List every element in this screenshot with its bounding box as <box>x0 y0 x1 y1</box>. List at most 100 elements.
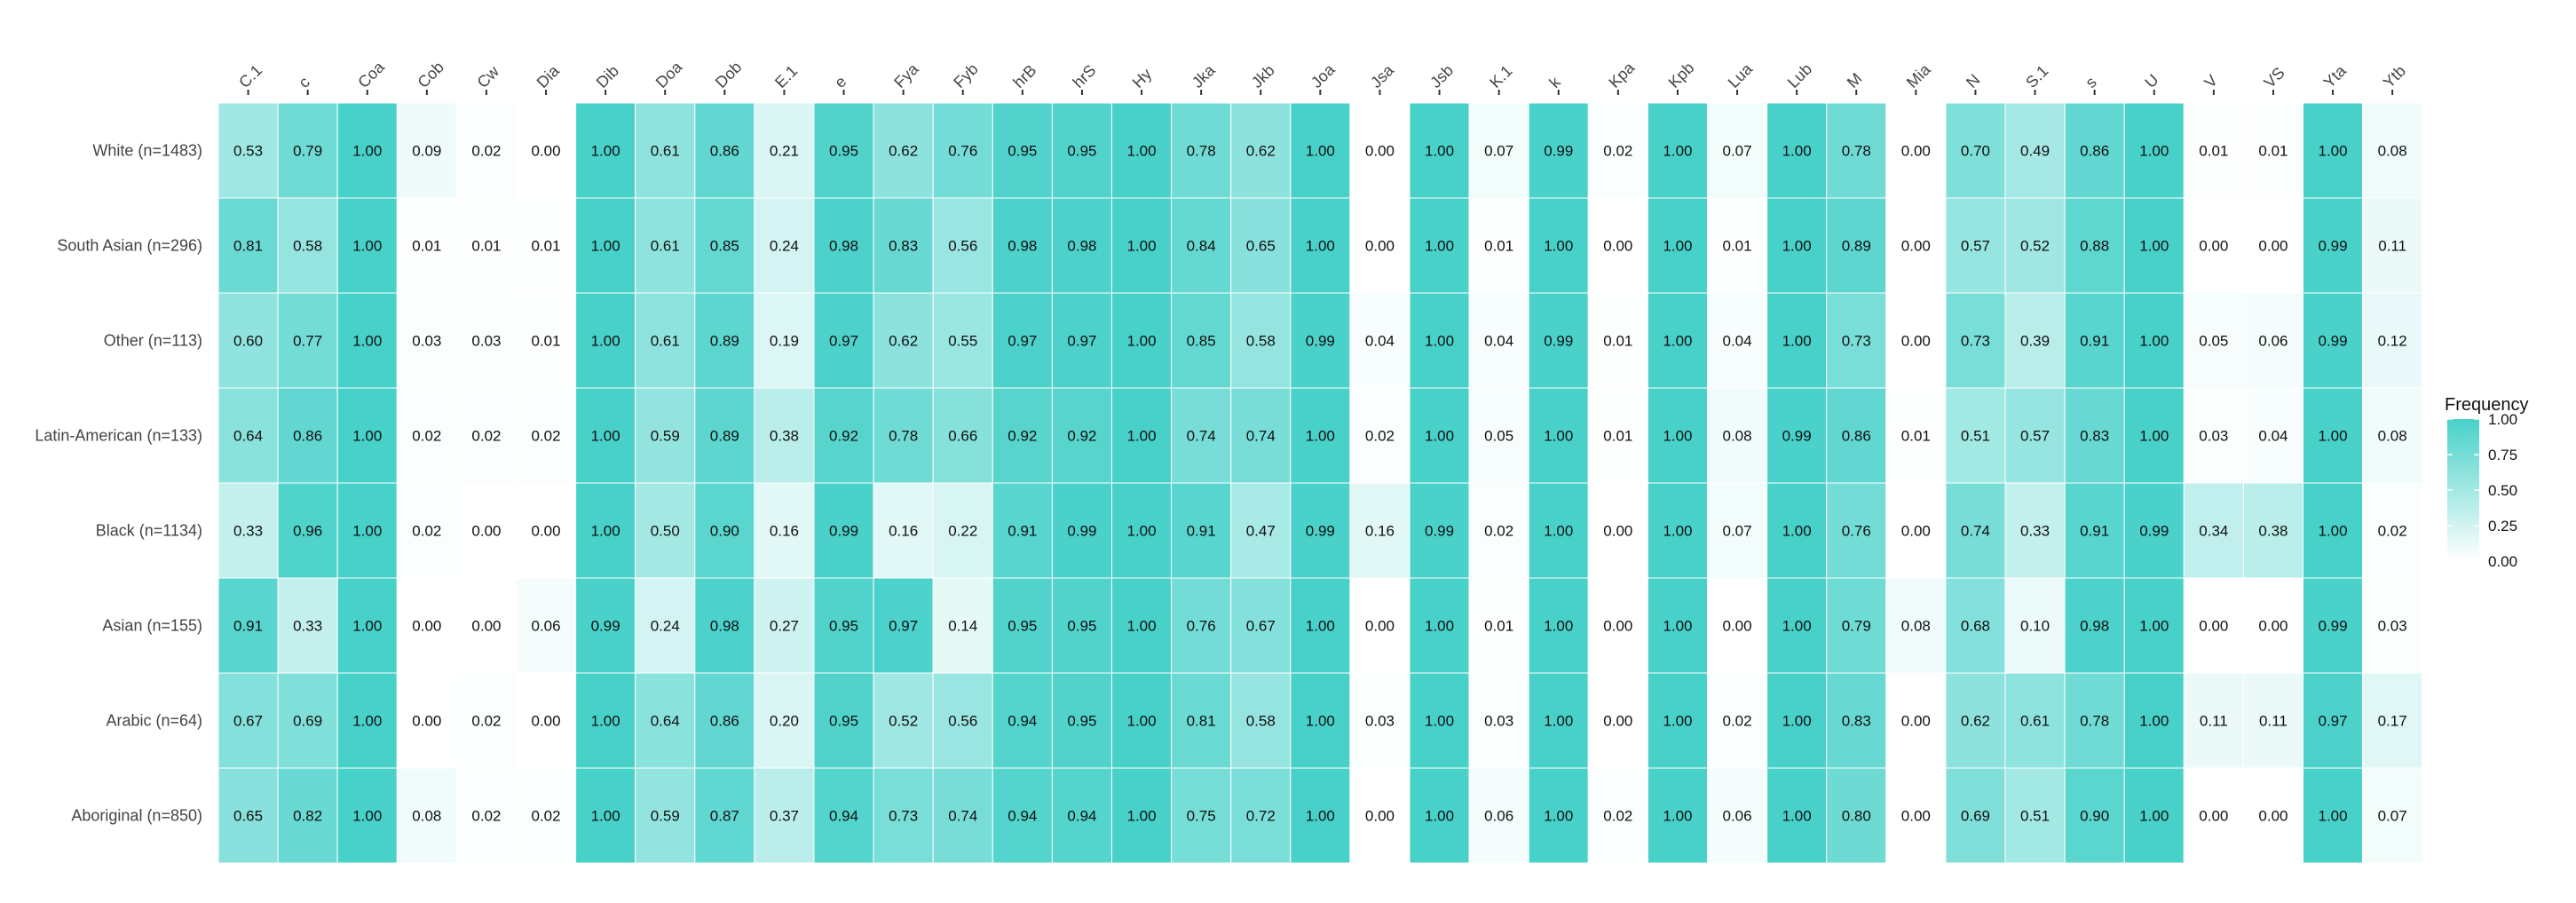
column-label: Mia <box>1903 60 1934 91</box>
cell-value: 0.00 <box>1603 238 1632 255</box>
cell-value: 1.00 <box>1782 808 1812 825</box>
heatmap-cell <box>2004 767 2066 864</box>
heatmap-cell <box>754 577 815 674</box>
heatmap-cell <box>1707 197 1768 294</box>
cell-value: 0.16 <box>770 523 799 540</box>
column-label: V <box>2201 71 2221 91</box>
heatmap-cell <box>1409 387 1470 484</box>
heatmap-cell <box>575 767 636 864</box>
heatmap-cell <box>336 577 398 674</box>
cell-value: 0.00 <box>1901 523 1931 540</box>
cell-value: 0.00 <box>2199 238 2228 255</box>
heatmap-cell <box>336 197 398 294</box>
cell-value: 1.00 <box>1306 713 1335 730</box>
cell-value: 1.00 <box>2139 808 2169 825</box>
heatmap-cell <box>1528 577 1589 674</box>
legend-ticks: 1.00 0.75 0.50 0.25 0.00 <box>2447 411 2517 570</box>
cell-value: 1.00 <box>591 143 620 160</box>
heatmap-cell <box>1826 577 1887 674</box>
column-label: Jka <box>1189 60 1220 91</box>
heatmap-cell <box>1409 767 1470 864</box>
cell-value: 1.00 <box>2139 238 2169 255</box>
cell-value: 0.00 <box>1901 713 1931 730</box>
heatmap-cell <box>1171 197 1232 294</box>
heatmap-cell <box>2362 197 2423 294</box>
heatmap-cell <box>2064 672 2125 769</box>
heatmap-cell <box>336 482 398 579</box>
cell-value: 0.86 <box>1842 428 1871 445</box>
cell-value: 0.95 <box>829 713 858 730</box>
cell-value: 0.94 <box>1067 808 1096 825</box>
heatmap-cell <box>277 482 338 579</box>
cell-value: 0.62 <box>889 333 918 350</box>
cell-value: 0.08 <box>2378 428 2407 445</box>
cell-value: 1.00 <box>352 618 382 635</box>
cell-value: 0.81 <box>1187 713 1216 730</box>
cell-value: 0.61 <box>651 333 680 350</box>
cell-value: 1.00 <box>1544 713 1573 730</box>
legend-tick-label: 0.75 <box>2488 447 2517 463</box>
heatmap-cell <box>1766 577 1828 674</box>
cell-value: 0.00 <box>1603 523 1632 540</box>
heatmap-cell <box>1587 197 1648 294</box>
column-label: Hy <box>1129 65 1156 91</box>
heatmap-cell <box>2004 102 2066 199</box>
cell-value: 0.89 <box>710 333 739 350</box>
heatmap-cell <box>1885 292 1947 389</box>
cell-value: 0.02 <box>471 808 501 825</box>
cell-value: 1.00 <box>591 238 620 255</box>
cell-value: 0.86 <box>710 143 739 160</box>
cell-value: 0.85 <box>710 238 739 255</box>
heatmap-cell <box>2064 197 2125 294</box>
heatmap-cell <box>1826 197 1887 294</box>
heatmap-cell <box>2064 577 2125 674</box>
heatmap-cell <box>516 577 577 674</box>
heatmap-cell <box>2242 102 2303 199</box>
cell-value: 0.00 <box>2199 808 2228 825</box>
cell-value: 0.00 <box>412 713 441 730</box>
row-label: Black (n=1134) <box>96 522 202 540</box>
heatmap-cell <box>1587 672 1648 769</box>
heatmap-cell <box>1290 577 1351 674</box>
cell-value: 0.97 <box>1007 333 1037 350</box>
column-label: Jsb <box>1426 61 1457 91</box>
heatmap-cell <box>2362 102 2423 199</box>
heatmap-cell <box>1826 672 1887 769</box>
heatmap-cell <box>396 672 457 769</box>
heatmap-cell <box>1945 577 2006 674</box>
heatmap-cell <box>277 577 338 674</box>
cell-value: 0.47 <box>1246 523 1276 540</box>
cell-value: 1.00 <box>591 808 620 825</box>
cell-value: 1.00 <box>1663 713 1692 730</box>
heatmap-cell <box>932 767 993 864</box>
row-label: White (n=1483) <box>92 142 202 160</box>
cell-value: 0.79 <box>293 143 322 160</box>
heatmap-cell <box>694 292 755 389</box>
heatmap-cell <box>1230 672 1292 769</box>
heatmap-cell <box>1647 482 1709 579</box>
heatmap-cell <box>396 387 457 484</box>
heatmap-cell <box>1409 102 1470 199</box>
cell-value: 0.21 <box>770 143 799 160</box>
column-label: s <box>2082 73 2100 91</box>
cell-value: 0.50 <box>651 523 680 540</box>
heatmap-cell <box>2064 482 2125 579</box>
heatmap-cell <box>1945 102 2006 199</box>
cell-value: 0.99 <box>2319 333 2348 350</box>
cell-value: 0.91 <box>1187 523 1216 540</box>
heatmap-cell <box>1468 197 1529 294</box>
column-label: U <box>2141 71 2161 91</box>
cell-value: 0.00 <box>1365 238 1395 255</box>
heatmap-cell <box>1707 102 1768 199</box>
cell-value: 0.52 <box>889 713 918 730</box>
heatmap-cell <box>2004 387 2066 484</box>
cell-value: 0.02 <box>412 428 441 445</box>
heatmap-cell <box>1111 767 1173 864</box>
cell-value: 0.67 <box>233 713 263 730</box>
heatmap-cell <box>2242 767 2303 864</box>
cell-value: 1.00 <box>1544 428 1573 445</box>
cell-value: 0.10 <box>2020 618 2050 635</box>
cell-value: 0.86 <box>710 713 739 730</box>
cell-value: 0.02 <box>532 808 561 825</box>
heatmap-cell <box>635 197 696 294</box>
